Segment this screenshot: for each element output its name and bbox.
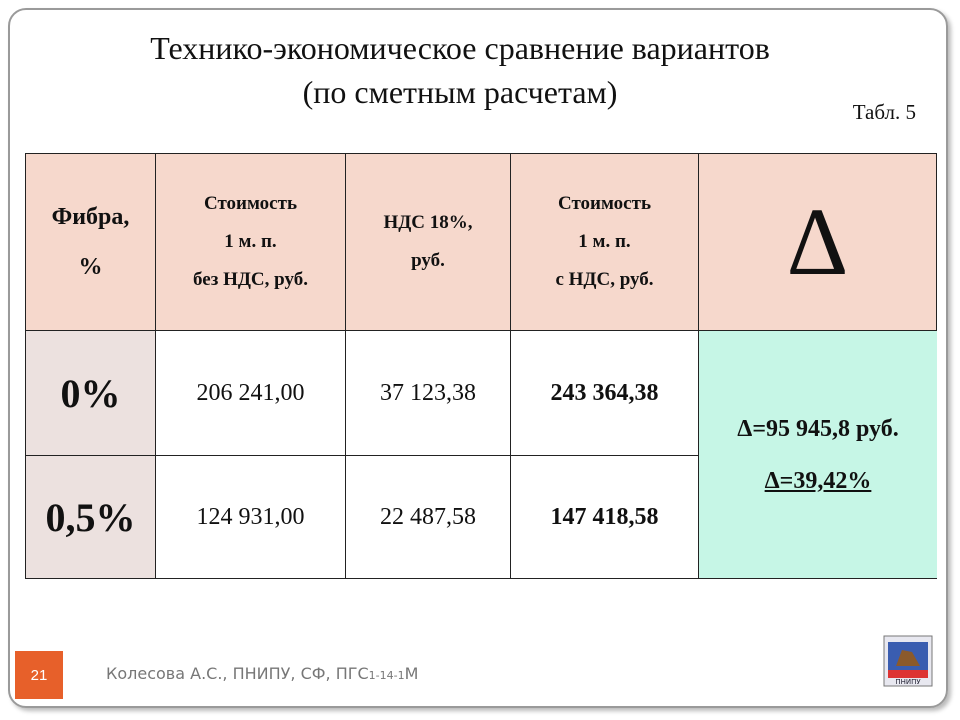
title-line: (по сметным расчетам) [302, 74, 618, 110]
header-line: Δ [786, 188, 849, 295]
logo-text: ПНИПУ [895, 678, 921, 686]
header-cell: НДС 18%, руб. [345, 153, 511, 331]
header-line: руб. [411, 250, 445, 271]
row-label: 0% [25, 330, 156, 456]
header-line: без НДС, руб. [193, 269, 308, 290]
value-text: 147 418,58 [550, 503, 659, 530]
header-cell: Δ [698, 153, 937, 331]
header-line: Стоимость [203, 193, 297, 214]
value-text: 37 123,38 [380, 379, 476, 406]
group-code: 1-14-1 [368, 669, 405, 682]
group-suffix: М [404, 664, 419, 683]
author-text: Колесова А.С., ПНИПУ, СФ, ПГС [106, 664, 369, 683]
value-text: 22 487,58 [380, 503, 476, 530]
page-number: 21 [15, 651, 63, 699]
value-cell: 147 418,58 [510, 455, 699, 579]
author: Колесова А.С., ПНИПУ, СФ, ПГС1-14-1М [106, 664, 418, 683]
value-cell: 124 931,00 [155, 455, 346, 579]
row-label-text: 0,5% [45, 494, 136, 540]
slide-frame [8, 8, 948, 708]
title-line: Технико-экономическое сравнение варианто… [150, 30, 770, 66]
header-cell: Стоимость 1 м. п. без НДС, руб. [155, 153, 346, 331]
value-text: 243 364,38 [550, 379, 659, 406]
table-label: Табл. 5 [852, 100, 916, 124]
row-label-text: 0% [60, 370, 121, 416]
header-line: НДС 18%, [383, 212, 473, 233]
logo-band [888, 670, 928, 678]
delta-cell: Δ=95 945,8 руб. Δ=39,42% [698, 330, 937, 579]
value-cell: 243 364,38 [510, 330, 699, 456]
logo-bear [896, 650, 920, 666]
header-cell: Стоимость 1 м. п. с НДС, руб. [510, 153, 699, 331]
title: Технико-экономическое сравнение варианто… [40, 26, 880, 114]
value-cell: 22 487,58 [345, 455, 511, 579]
delta-text: Δ=39,42% [764, 467, 872, 494]
header-line: Стоимость [557, 193, 651, 214]
value-text: 124 931,00 [196, 503, 305, 530]
value-text: 206 241,00 [196, 379, 305, 406]
header-cell: Фибра,% [25, 153, 156, 331]
header-line: с НДС, руб. [555, 269, 654, 290]
header-line: 1 м. п. [224, 231, 277, 252]
header-line: Фибра, [51, 204, 130, 230]
logo: ПНИПУ [883, 635, 933, 687]
value-cell: 37 123,38 [345, 330, 511, 456]
header-line: 1 м. п. [578, 231, 631, 252]
header-line: % [78, 254, 103, 280]
value-cell: 206 241,00 [155, 330, 346, 456]
delta-text: Δ=95 945,8 руб. [737, 415, 899, 442]
row-label: 0,5% [25, 455, 156, 579]
